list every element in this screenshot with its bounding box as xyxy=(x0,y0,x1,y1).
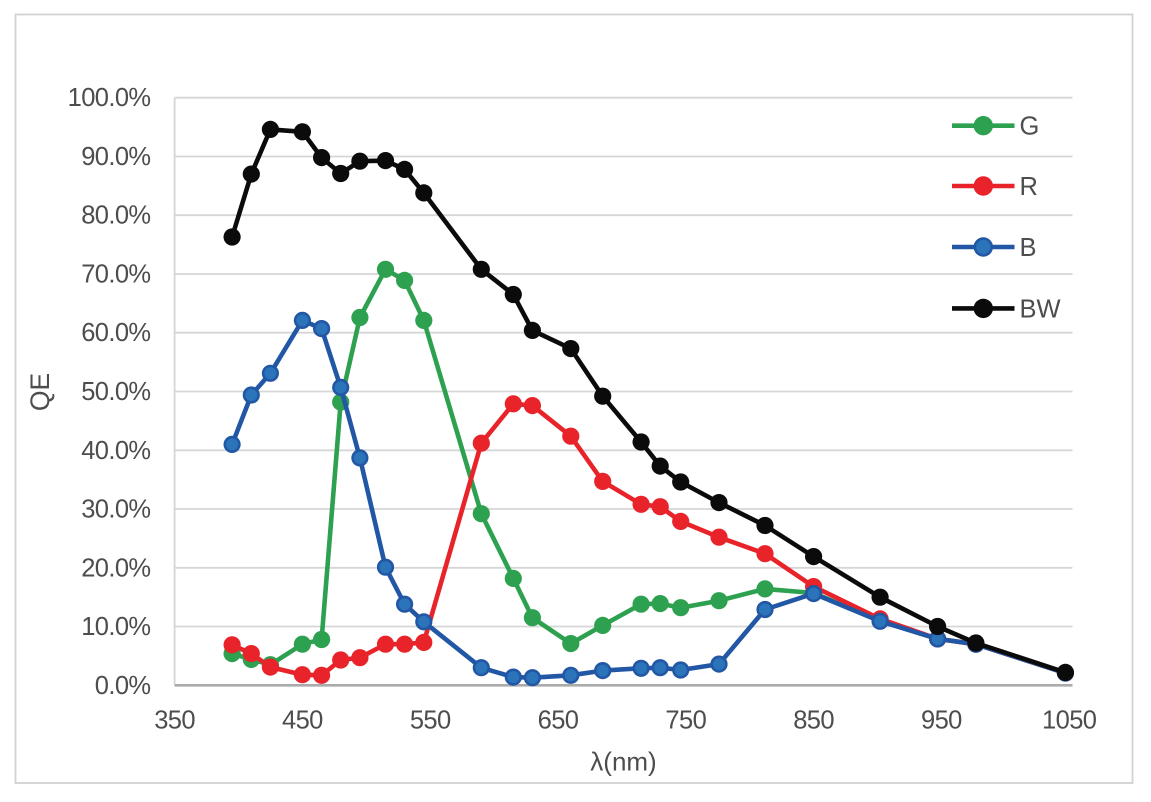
svg-text:850: 850 xyxy=(793,707,834,735)
svg-text:λ(nm): λ(nm) xyxy=(590,747,656,777)
svg-text:G: G xyxy=(1020,113,1040,141)
svg-text:650: 650 xyxy=(538,707,579,735)
svg-text:750: 750 xyxy=(665,707,706,735)
svg-text:BW: BW xyxy=(1020,295,1061,323)
svg-text:B: B xyxy=(1020,234,1037,262)
svg-text:350: 350 xyxy=(154,707,195,735)
svg-text:20.0%: 20.0% xyxy=(81,554,150,582)
svg-text:60.0%: 60.0% xyxy=(81,319,150,347)
svg-text:40.0%: 40.0% xyxy=(81,437,150,465)
svg-text:100.0%: 100.0% xyxy=(68,84,151,112)
svg-text:90.0%: 90.0% xyxy=(81,143,150,171)
svg-text:70.0%: 70.0% xyxy=(81,261,150,289)
svg-text:30.0%: 30.0% xyxy=(81,496,150,524)
svg-text:10.0%: 10.0% xyxy=(81,613,150,641)
svg-text:950: 950 xyxy=(921,707,962,735)
svg-text:1050: 1050 xyxy=(1042,707,1097,735)
svg-text:QE: QE xyxy=(25,373,55,411)
svg-text:80.0%: 80.0% xyxy=(81,202,150,230)
svg-text:0.0%: 0.0% xyxy=(95,672,151,700)
svg-text:50.0%: 50.0% xyxy=(81,378,150,406)
svg-text:R: R xyxy=(1020,173,1038,201)
svg-text:550: 550 xyxy=(410,707,451,735)
svg-text:450: 450 xyxy=(282,707,323,735)
